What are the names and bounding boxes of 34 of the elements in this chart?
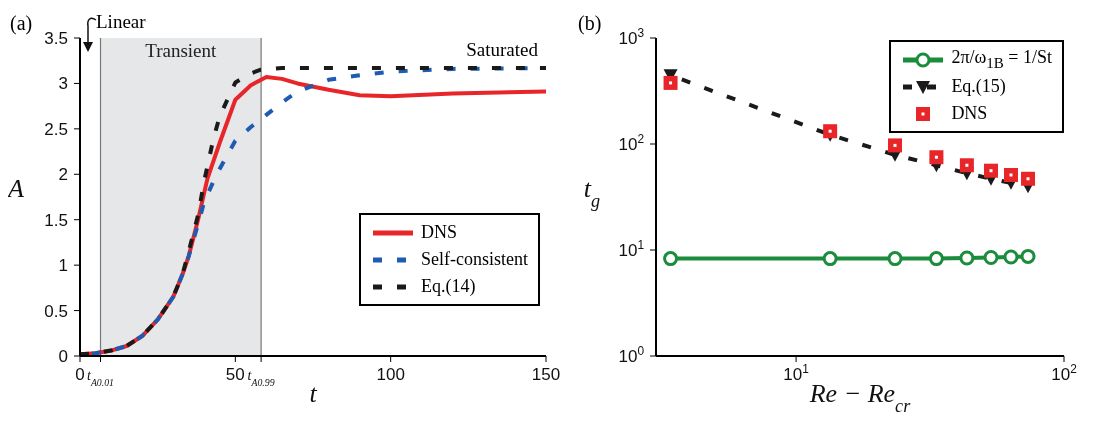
y-tick-label: 3.5 bbox=[44, 29, 68, 48]
x-axis-title: Re − Re$_{cr}$ bbox=[808, 379, 912, 416]
y-tick-label: 10$^{1}$ bbox=[618, 238, 645, 260]
x-tick-label: t$_{A0.01}$ bbox=[86, 368, 115, 388]
legend-label: Eq.(15) bbox=[951, 76, 1006, 97]
x-tick-label: t$_{A0.99}$ bbox=[247, 368, 275, 388]
y-tick-label: 2 bbox=[58, 165, 68, 185]
y-tick-label: 2.5 bbox=[44, 119, 68, 139]
y-tick-label: 1 bbox=[58, 256, 68, 276]
y-tick-label: 0.5 bbox=[44, 301, 68, 321]
band-label: Transient bbox=[145, 40, 218, 62]
x-axis-title: t bbox=[309, 379, 318, 408]
chart-title: (a) bbox=[10, 12, 33, 35]
y-tick-label: 0 bbox=[58, 347, 68, 366]
legend-label: Self-consistent bbox=[421, 249, 528, 270]
legend-label: Eq.(14) bbox=[421, 276, 476, 297]
x-tick-label: 0 bbox=[75, 365, 85, 384]
y-tick-label: 10$^{2}$ bbox=[618, 132, 645, 154]
y-tick-label: 3 bbox=[58, 74, 68, 94]
chart-title: (b) bbox=[578, 12, 602, 35]
x-tick-label: 10$^{1}$ bbox=[783, 362, 810, 384]
annotation: Saturated bbox=[466, 39, 538, 60]
legend-label: DNS bbox=[421, 222, 458, 243]
text: Linear bbox=[96, 11, 146, 32]
legend-label: DNS bbox=[951, 103, 988, 124]
y-tick-label: 10$^{3}$ bbox=[618, 26, 645, 48]
legend-label: 2π/ω$_{1B}$ = 1/St bbox=[951, 47, 1052, 72]
y-tick-label: 1.5 bbox=[44, 210, 68, 230]
x-tick-label: 10$^{2}$ bbox=[1051, 362, 1078, 384]
x-tick-label: 100 bbox=[376, 365, 405, 384]
y-tick-label: 10$^{0}$ bbox=[618, 344, 645, 366]
x-tick-label: 50 bbox=[225, 365, 245, 384]
y-axis-title: t$_{g}$ bbox=[583, 174, 601, 211]
x-tick-label: 150 bbox=[531, 365, 561, 384]
